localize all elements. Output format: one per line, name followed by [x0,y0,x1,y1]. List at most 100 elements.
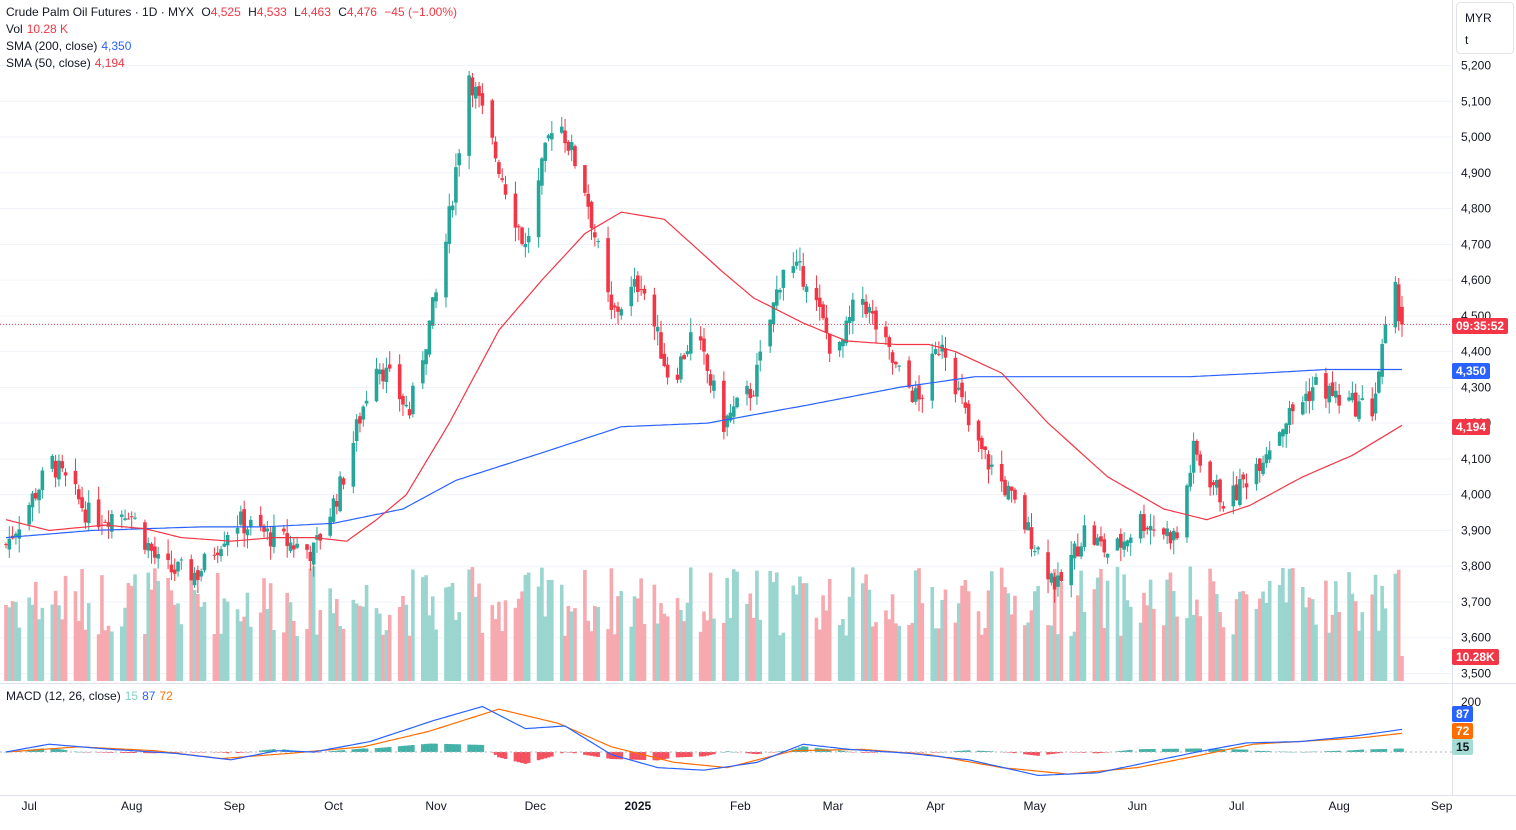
volume-bar [212,634,217,681]
candle-body [222,543,227,547]
candle-body [606,238,610,293]
candle-body [477,86,481,96]
price-tick-label: 5,200 [1461,59,1491,73]
macd-hist-bar [698,752,703,757]
volume-bar [40,607,45,681]
macd-hist-bar [1383,748,1388,752]
volume-bar [444,587,448,681]
candle-body [629,286,634,307]
candle-body [1006,485,1011,500]
time-tick-label: May [1023,799,1046,813]
candle-body [1119,533,1123,548]
macd-legend[interactable]: MACD (12, 26, close) 15 87 72 [6,688,177,705]
macd-hist-bar [1092,752,1097,754]
candle-body [378,369,382,375]
candle-body [887,337,892,347]
sma50-line [5,211,1403,542]
candle-body [814,288,819,301]
macd-hist-bar [497,752,501,758]
macd-hist-bar [407,745,412,752]
candle-body [172,569,177,574]
candle-body [189,559,194,581]
macd-hist-bar [841,750,845,752]
macd-hist-bar [265,749,270,752]
time-axis[interactable]: Jul Aug Sep Oct Nov Dec 2025 Feb Mar Apr May Jun Jul… [21,799,1452,813]
volume-bar [708,572,713,681]
high-value: 4,533 [256,5,287,19]
candle-body [824,317,829,333]
candle-body [917,385,921,400]
macd-hist-bar [1033,752,1037,756]
volume-bar [980,634,984,681]
macd-hist-bar [632,752,637,760]
volume-bar [80,569,84,681]
macd-hist-bar [467,744,471,752]
sma200-legend[interactable]: SMA (200, close) 4,350 [6,38,135,55]
macd-hist-bar [258,750,263,752]
volume-bar [1281,567,1285,681]
volume-bar [427,615,432,681]
volume-label: Vol [6,22,23,36]
volume-legend[interactable]: Vol 10.28 K [6,21,72,38]
volume-bar [1165,579,1169,681]
candle-body [50,456,55,469]
candle-body [1337,394,1341,406]
volume-bar [351,599,356,681]
candle-body [421,360,425,384]
volume-bar [421,577,425,681]
macd-hist-bar [910,752,915,753]
volume-bar [1357,630,1361,681]
macd-hist-bar [222,752,227,753]
candle-body [1373,393,1378,414]
candle-body [497,162,501,174]
candle-body [328,516,332,536]
macd-hist-bar [708,752,713,755]
sma50-legend[interactable]: SMA (50, close) 4,194 [6,55,129,72]
candle-body [851,299,855,322]
volume-bar [76,620,81,681]
macd-hist-bar [444,743,448,752]
price-axis[interactable]: 3,5003,6003,7003,8003,9004,0004,1004,200… [1461,59,1491,681]
low-label: L [294,5,301,19]
volume-bar [917,568,921,681]
macd-hist-bar [920,752,925,753]
candle-body [632,279,637,287]
macd-hist-bar [798,747,802,752]
macd-hist-bar [546,752,551,758]
volume-bar [199,606,203,681]
volume-bar [63,575,68,681]
candle-body [467,75,471,156]
symbol-name[interactable]: Crude Palm Oil Futures · 1D · MYX [6,5,195,19]
volume-bar [1244,594,1249,681]
macd-hist-bar [801,746,806,752]
candle-body [1188,472,1193,487]
candle-body [1148,525,1153,531]
volume-bar [1052,569,1057,681]
candle-body [166,553,170,561]
volume-bar [1046,625,1050,681]
candle-body [1191,440,1196,473]
candle-body [434,292,438,302]
volume-bar [1307,597,1312,681]
macd-hist-bar [500,752,505,759]
time-tick-label: Apr [926,799,945,813]
volume-bar [1072,631,1077,681]
volume-bar [712,618,716,681]
candle-body [1353,392,1358,417]
candle-body [192,572,197,586]
candle-body [1314,377,1318,385]
candle-body [1284,423,1289,435]
symbol-legend[interactable]: Crude Palm Oil Futures · 1D · MYX O4,525… [6,4,461,21]
volume-bar [424,575,428,681]
candle-body [1360,398,1365,401]
price-tick-label: 4,900 [1461,166,1491,180]
candle-body [1281,429,1285,437]
candle-body [943,348,948,358]
macd-hist-bar [804,746,809,752]
candle-body [354,419,359,442]
price-tick-label: 3,600 [1461,631,1491,645]
candle-body [837,341,842,351]
currency-unit-selector[interactable]: MYR t [1456,2,1514,54]
volume-bar [1254,608,1259,681]
